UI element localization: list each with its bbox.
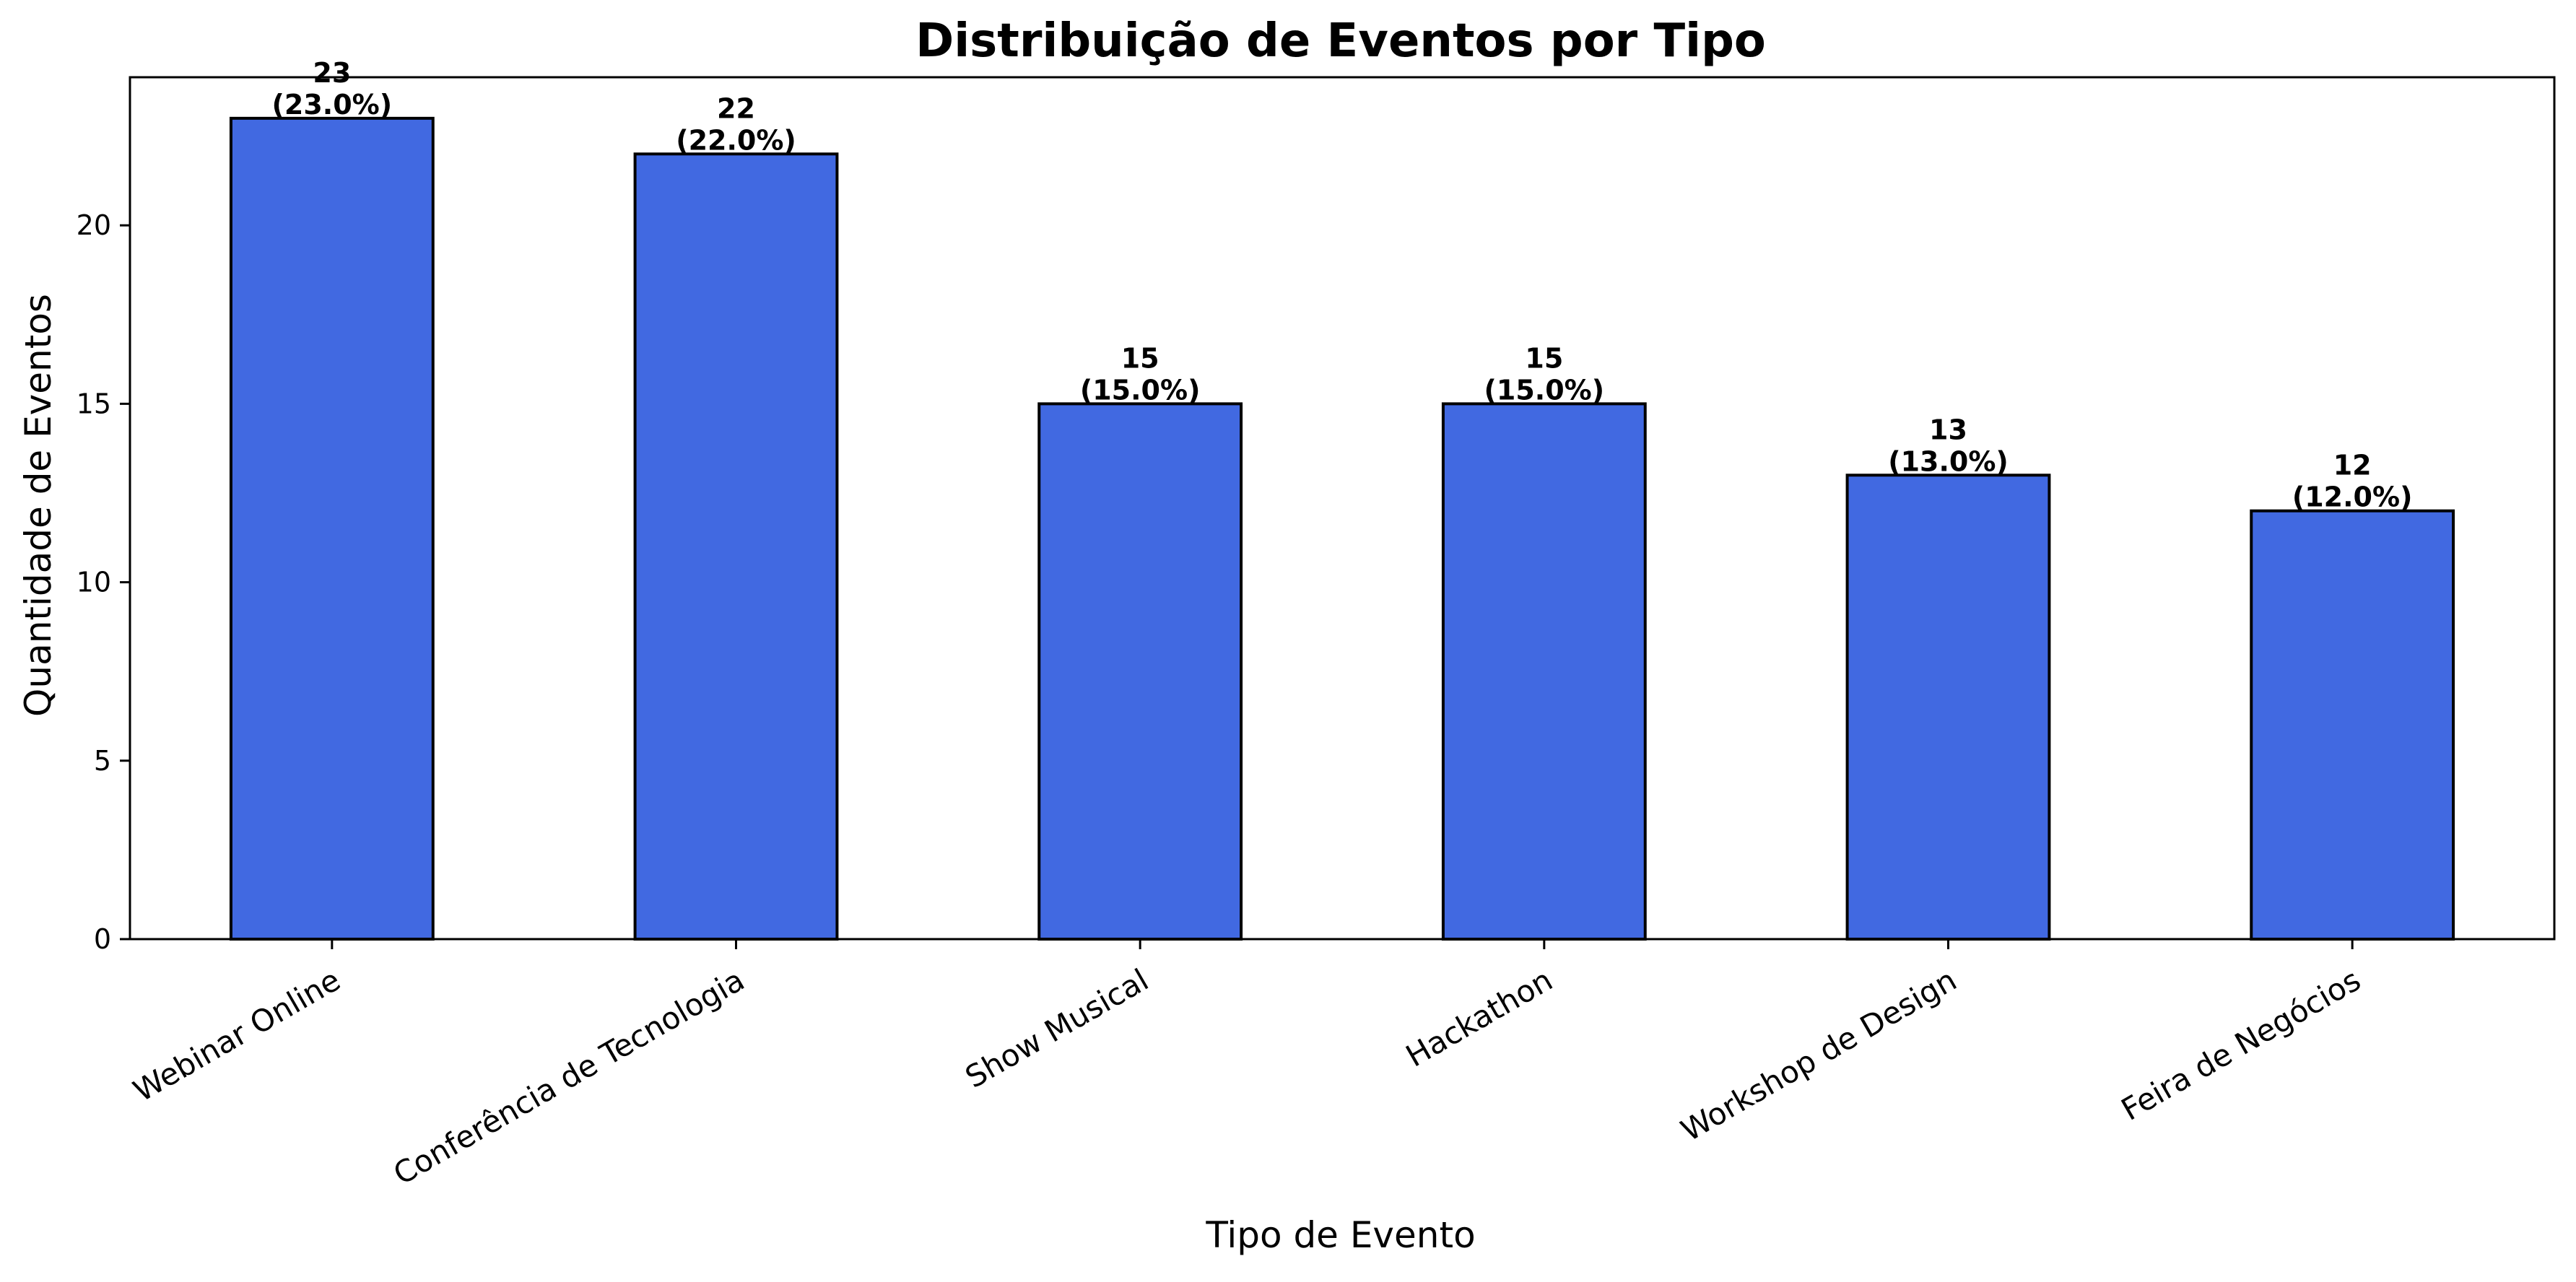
plot-frame xyxy=(129,76,2556,941)
bar-percent-label-5: (13.0%) xyxy=(1888,445,2009,477)
bar-percent-label-3: (15.0%) xyxy=(1080,374,1201,406)
chart-title: Distribuição de Eventos por Tipo xyxy=(915,14,1766,68)
x-tick-label-5: Workshop de Design xyxy=(1675,962,1962,1148)
x-axis-label: Tipo de Evento xyxy=(1205,1214,1475,1256)
y-tick-label-4: 15 xyxy=(77,388,111,419)
bar-1 xyxy=(229,116,435,941)
y-axis-label: Quantidade de Eventos xyxy=(17,294,59,717)
bar-value-label-6: 12 xyxy=(2333,450,2372,481)
x-tick-label-3: Show Musical xyxy=(960,962,1154,1095)
bar-percent-label-6: (12.0%) xyxy=(2292,481,2413,513)
bar-value-label-4: 15 xyxy=(1525,342,1563,374)
bar-4 xyxy=(1441,402,1647,941)
y-tick-label-2: 5 xyxy=(94,745,111,777)
bar-2 xyxy=(633,152,839,941)
bar-percent-label-4: (15.0%) xyxy=(1484,374,1605,406)
y-tick-label-3: 10 xyxy=(77,567,111,598)
bar-percent-label-2: (22.0%) xyxy=(676,124,796,156)
bar-6 xyxy=(2250,509,2455,941)
bar-value-label-2: 22 xyxy=(717,92,755,124)
x-tick-label-1: Webinar Online xyxy=(127,962,346,1109)
bar-value-label-5: 13 xyxy=(1929,414,1967,445)
x-tick-label-4: Hackathon xyxy=(1400,962,1558,1074)
x-tick-label-2: Conferência de Tecnologia xyxy=(388,962,751,1192)
bar-3 xyxy=(1037,402,1243,941)
bar-value-label-1: 23 xyxy=(313,57,351,89)
y-tick-label-5: 20 xyxy=(77,209,111,241)
x-tick-label-6: Feira de Negócios xyxy=(2115,962,2367,1128)
bar-5 xyxy=(1845,474,2051,941)
bar-percent-label-1: (23.0%) xyxy=(272,89,393,121)
y-tick-label-1: 0 xyxy=(94,923,111,955)
bar-value-label-3: 15 xyxy=(1121,342,1159,374)
